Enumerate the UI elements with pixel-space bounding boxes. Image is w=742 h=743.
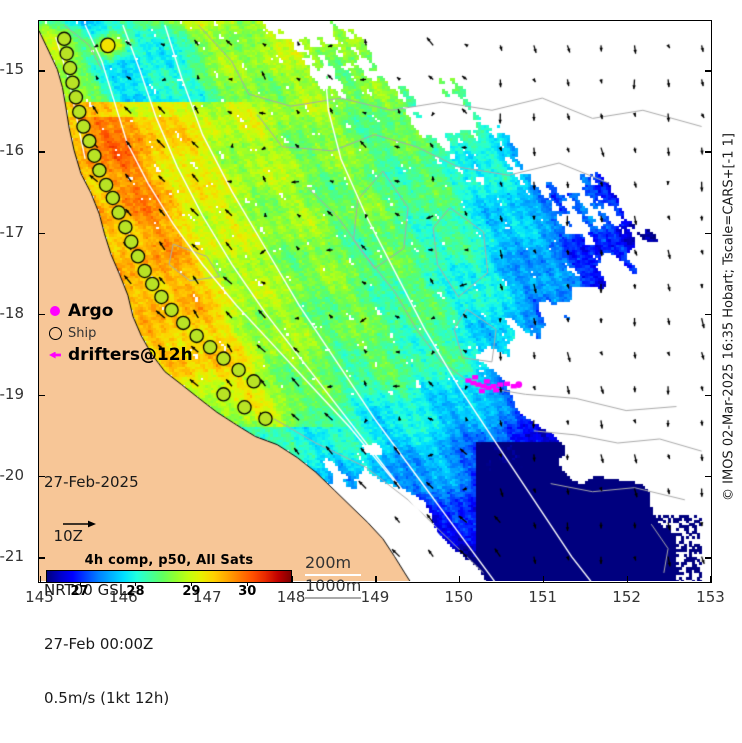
y-axis-tick-label: -20 [0,465,24,484]
colorbar-tick-labels: 27 28 29 30 [46,582,292,599]
x-axis-tick-mark [542,576,545,583]
x-axis-tick-mark [710,576,712,583]
bathy-line-200m [305,574,361,576]
copyright-notice: © IMOS 02-Mar-2025 16:35 Hobart; Tscale=… [717,0,741,634]
x-axis-tick-mark [458,576,461,583]
y-axis-tick-mark [38,151,45,153]
x-axis-tick-label: 147 [192,588,222,606]
legend-label-ship: Ship [68,325,97,341]
y-axis-tick-mark-right [705,313,712,316]
x-axis-tick-label: 151 [528,588,558,606]
x-axis-tick-label: 150 [444,588,474,606]
y-axis-tick-mark [38,557,45,559]
info-line-scale: 0.5m/s (1kt 12h) [44,689,170,707]
y-axis-tick-label: -21 [0,547,24,566]
x-axis-tick-label: 152 [612,588,641,606]
y-axis-tick-mark [38,313,45,316]
bathymetry-legend: 200m 1000m [305,553,361,599]
argo-dot-icon [42,306,68,316]
colorbar: 4h comp, p50, All Sats 27 28 29 30 [46,553,292,599]
x-axis-tick-mark [375,576,377,583]
x-axis-tick-label: 146 [109,588,138,606]
y-axis-tick-mark [38,232,45,234]
y-axis-tick-mark-right [705,557,712,559]
colorbar-tick-label: 29 [182,584,201,599]
x-axis-tick-label: 149 [360,588,390,606]
legend-label-argo: Argo [68,301,114,321]
colorbar-tick-mark [135,582,137,586]
bathy-label-1000m: 1000m [305,576,362,595]
colorbar-tick-label: 28 [126,584,145,599]
colorbar-tick-label: 27 [70,584,89,599]
y-axis-tick-mark-right [705,394,712,397]
y-axis-tick-mark-right [705,151,712,153]
info-line-date: 27-Feb-2025 [44,473,139,491]
velocity-scale-arrow-icon [63,520,96,528]
bathy-label-200m: 200m [305,553,352,572]
info-line-epoch: 27-Feb 00:00Z [44,635,154,653]
y-axis-tick-mark-right [705,232,712,234]
colorbar-tick-mark [79,582,81,586]
y-axis-tick-mark-right [705,475,712,478]
colorbar-gradient [46,570,292,583]
y-axis-tick-label: -18 [0,303,24,322]
colorbar-tick-label: 30 [238,584,257,599]
x-axis-tick-mark [626,576,629,583]
marker-legend: Argo Ship drifters@12h [42,300,232,366]
y-axis-tick-label: -17 [0,222,24,241]
colorbar-tick-mark [247,582,249,586]
y-axis-tick-label: -15 [0,60,24,79]
legend-item-drifters: drifters@12h [42,344,232,366]
y-axis-tick-mark [38,394,45,397]
legend-label-drifters: drifters@12h [68,345,193,365]
y-axis-tick-mark-right [705,70,712,72]
copyright-text: © IMOS 02-Mar-2025 16:35 Hobart; Tscale=… [721,133,737,501]
info-line-hour: 10Z [44,527,83,545]
y-axis-tick-label: -19 [0,384,24,403]
y-axis-tick-mark [38,475,45,478]
ship-circle-icon [42,326,68,340]
colorbar-title: 4h comp, p50, All Sats [84,553,254,568]
x-axis-tick-label: 145 [25,588,54,606]
info-line-product: NRT00 GSL [44,581,128,599]
colorbar-tick-mark [191,582,193,586]
sst-map-figure: -15 -16 -17 -18 -19 -20 -21 145 146 147 148 149 150 1… [0,0,741,707]
legend-item-ship: Ship [42,322,232,344]
map-plot-area[interactable] [38,20,712,583]
sst-field-canvas [39,21,710,581]
y-axis-tick-mark [38,70,45,72]
x-axis-tick-label: 148 [276,588,306,606]
y-axis-tick-label: -16 [0,141,24,160]
x-axis-tick-label: 153 [696,588,725,606]
legend-item-argo: Argo [42,300,232,322]
bathy-line-1000m [305,597,361,599]
drifter-arrow-icon [42,351,68,359]
x-axis-tick-mark [39,576,41,583]
